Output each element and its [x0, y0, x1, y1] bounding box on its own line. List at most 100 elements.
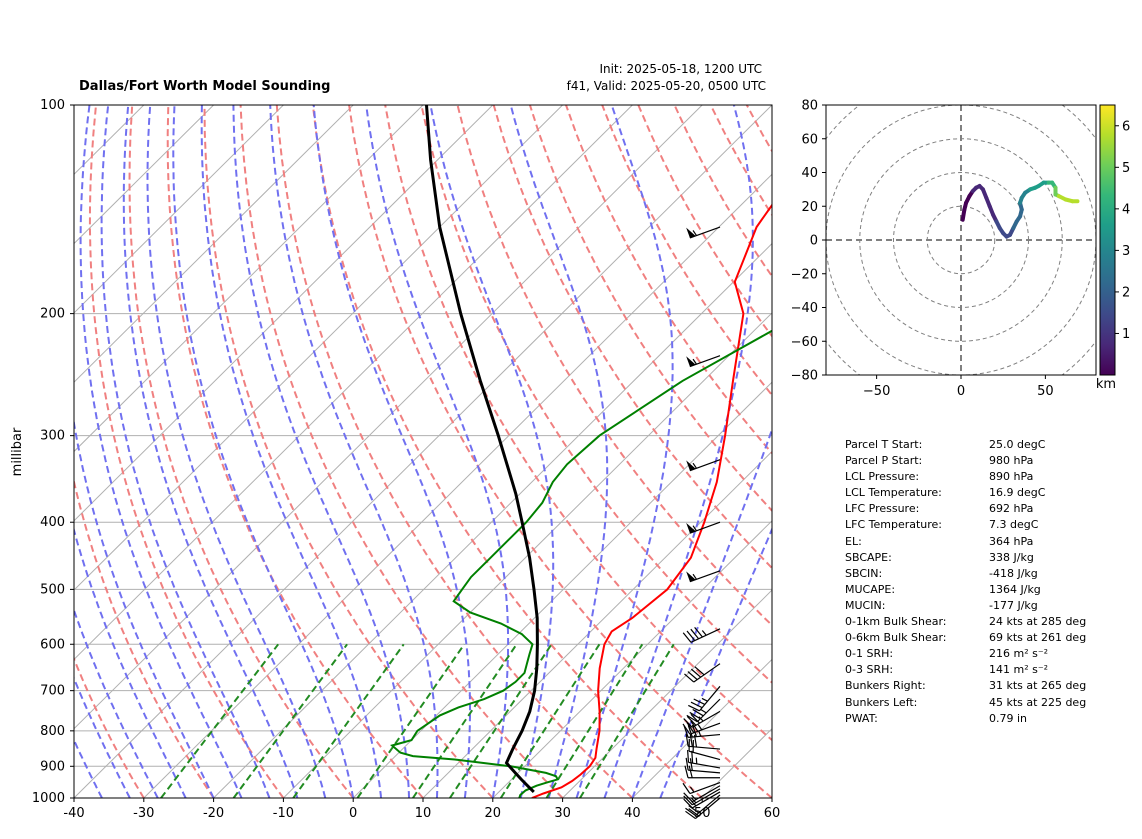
- wind-barb: [682, 781, 721, 795]
- wind-barb: [683, 710, 721, 728]
- stats-row: Bunkers Left: 45 kts at 225 deg: [845, 695, 1086, 711]
- stats-value: -418 J/kg: [989, 566, 1038, 580]
- stats-row: SBCAPE: 338 J/kg: [845, 550, 1086, 566]
- stats-row: PWAT: 0.79 in: [845, 711, 1086, 727]
- stats-value: 24 kts at 285 deg: [989, 615, 1087, 629]
- stats-row: 0-1 SRH: 216 m² s⁻²: [845, 646, 1086, 662]
- sounding-stats-table: Parcel T Start: 25.0 degC Parcel P Start: 9…: [845, 437, 1086, 727]
- moist-adiabat: [603, 105, 754, 798]
- mixing-ratio-line: [449, 643, 553, 798]
- moist-adiabat: [631, 426, 772, 798]
- wind-barb: [686, 459, 721, 472]
- init-time-label: Init: 2025-05-18, 1200 UTC: [599, 62, 762, 76]
- stats-value: 45 kts at 225 deg: [989, 695, 1087, 709]
- stats-row: MUCAPE: 1364 J/kg: [845, 582, 1086, 598]
- stats-label: LCL Pressure:: [845, 470, 920, 484]
- x-tick-label: -20: [203, 806, 224, 821]
- wind-barb: [683, 785, 721, 803]
- stats-row: 0-3 SRH: 141 m² s⁻²: [845, 662, 1086, 678]
- stats-row: Bunkers Right: 31 kts at 265 deg: [845, 678, 1086, 694]
- stats-label: SBCIN:: [845, 566, 883, 580]
- dry-adiabat: [528, 105, 772, 513]
- moist-adiabat: [172, 105, 355, 798]
- x-tick-label: 40: [624, 806, 641, 821]
- stats-row: LFC Temperature: 7.3 degC: [845, 517, 1086, 533]
- dry-adiabat: [88, 105, 285, 798]
- stats-row: Parcel P Start: 980 hPa: [845, 453, 1086, 469]
- dry-adiabat: [420, 105, 772, 684]
- stats-label: EL:: [845, 534, 862, 548]
- stats-label: Parcel T Start:: [845, 438, 923, 451]
- moist-adiabat: [74, 417, 215, 798]
- stats-row: LFC Pressure: 692 hPa: [845, 501, 1086, 517]
- valid-time-label: f41, Valid: 2025-05-20, 0500 UTC: [566, 79, 766, 93]
- moist-adiabat: [122, 105, 299, 798]
- stats-value: 31 kts at 265 deg: [989, 679, 1087, 693]
- mixing-ratio-line: [232, 643, 348, 798]
- wind-barb: [686, 570, 721, 583]
- isotherm-gridline: [74, 105, 772, 798]
- stats-value: 69 kts at 261 deg: [989, 631, 1087, 645]
- stats-value: 141 m² s⁻²: [989, 663, 1049, 677]
- y-axis-label: millibar: [10, 427, 25, 476]
- dry-adiabat: [348, 105, 772, 798]
- stats-value: 25.0 degC: [989, 438, 1046, 451]
- wind-barb: [684, 663, 721, 683]
- stats-value: 692 hPa: [989, 502, 1034, 516]
- x-tick-label: 60: [764, 806, 781, 821]
- dry-adiabat: [74, 656, 145, 798]
- stats-value: 890 hPa: [989, 470, 1034, 484]
- moist-adiabat: [509, 105, 609, 798]
- x-tick-label: 10: [415, 806, 432, 821]
- chart-title: Dallas/Fort Worth Model Sounding: [79, 79, 331, 94]
- moist-adiabat: [232, 105, 410, 798]
- isotherm-gridline: [632, 658, 772, 798]
- moist-adiabat: [79, 105, 243, 798]
- stats-value: 16.9 degC: [989, 486, 1046, 500]
- isotherm-gridline: [562, 589, 772, 798]
- x-tick-label: -10: [273, 806, 294, 821]
- wind-barb: [686, 698, 721, 723]
- stats-label: 0-1 SRH:: [845, 647, 894, 661]
- mixing-ratio-line: [545, 643, 644, 798]
- y-tick-label: 300: [40, 429, 65, 444]
- stats-value: -177 J/kg: [989, 598, 1038, 612]
- x-tick-label: -30: [133, 806, 154, 821]
- y-tick-label: 400: [40, 515, 65, 530]
- stats-row: LCL Pressure: 890 hPa: [845, 469, 1086, 485]
- isotherm-gridline: [74, 105, 354, 383]
- wind-barb: [682, 627, 721, 643]
- moist-adiabat: [200, 105, 383, 798]
- isotherm-gridline: [422, 450, 772, 798]
- y-tick-label: 600: [40, 637, 65, 652]
- wind-barb: [685, 794, 721, 817]
- stats-value: 338 J/kg: [989, 550, 1034, 564]
- y-tick-label: 800: [40, 724, 65, 739]
- moist-adiabat: [365, 105, 510, 798]
- stats-label: 0-1km Bulk Shear:: [845, 615, 947, 629]
- stats-value: 1364 J/kg: [989, 582, 1041, 596]
- stats-value: 980 hPa: [989, 454, 1034, 468]
- dry-adiabat: [74, 477, 215, 798]
- stats-label: Bunkers Left:: [845, 695, 918, 709]
- stats-label: PWAT:: [845, 711, 878, 725]
- moist-adiabat: [146, 105, 327, 798]
- dry-adiabat: [456, 105, 772, 627]
- stats-label: MUCAPE:: [845, 582, 896, 596]
- dry-adiabat: [275, 105, 634, 798]
- stats-label: LCL Temperature:: [845, 486, 942, 500]
- skewt-plot-area: [74, 105, 772, 798]
- isotherm-gridline: [74, 105, 494, 522]
- wind-barb: [686, 355, 721, 368]
- dewpoint-profile-line: [390, 329, 772, 798]
- dry-adiabat: [601, 105, 772, 397]
- y-tick-label: 900: [40, 759, 65, 774]
- isotherm-gridline: [74, 105, 424, 453]
- stats-row: MUCIN: -177 J/kg: [845, 598, 1086, 614]
- mixing-ratio-line: [356, 643, 466, 798]
- stats-label: SBCAPE:: [845, 550, 892, 564]
- mixing-ratio-line: [412, 643, 518, 798]
- stats-label: Bunkers Right:: [845, 679, 926, 693]
- temperature-profile-line: [531, 203, 772, 798]
- wind-barb: [686, 521, 721, 534]
